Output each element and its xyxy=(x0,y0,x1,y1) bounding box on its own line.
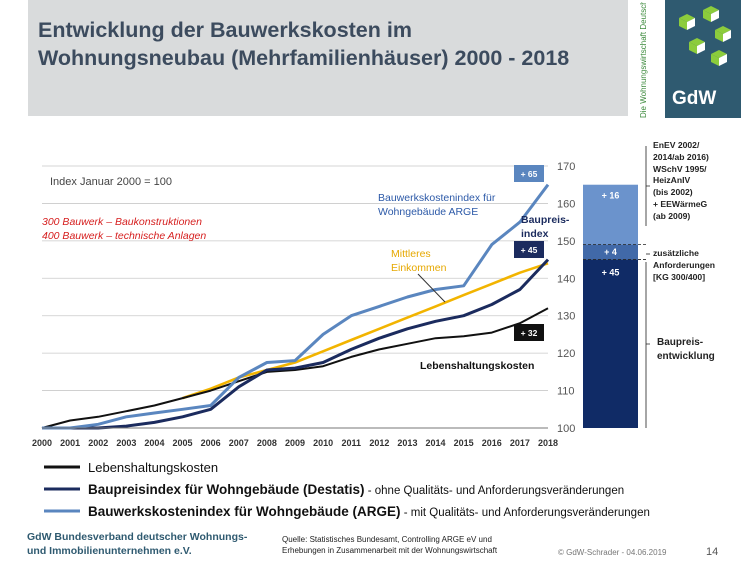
y-tick-label: 140 xyxy=(557,273,575,285)
x-tick-label: 2010 xyxy=(313,438,333,448)
y-tick-label: 100 xyxy=(557,423,575,435)
legend-label: Baupreisindex für Wohngebäude (Destatis)… xyxy=(88,482,624,497)
kg-300-note: 300 Bauwerk – Baukonstruktionen xyxy=(42,216,202,228)
baupreis-bar: + 45 + 4 + 16 xyxy=(583,146,650,428)
y-tick-label: 160 xyxy=(557,198,575,210)
annotation-pointer xyxy=(417,273,446,303)
end-badge-label: + 32 xyxy=(521,328,538,338)
x-tick-label: 2007 xyxy=(229,438,249,448)
x-tick-label: 2012 xyxy=(369,438,389,448)
logo-tagline-text: Die Wohnungswirtschaft Deutschland xyxy=(639,2,648,118)
bar-brace xyxy=(645,262,650,428)
arge-label-1: Bauwerkskostenindex für xyxy=(378,192,496,204)
bar-segment xyxy=(583,184,638,245)
kg-400-note: 400 Bauwerk – technische Anlagen xyxy=(42,230,207,242)
series-line xyxy=(42,258,550,430)
title-band xyxy=(28,0,628,116)
chart-legend: Lebenshaltungskosten Baupreisindex für Wo… xyxy=(44,460,650,519)
baupreisindex-label-2: index xyxy=(521,228,549,240)
x-tick-label: 2001 xyxy=(60,438,80,448)
x-tick-label: 2004 xyxy=(144,438,164,448)
y-tick-label: 110 xyxy=(557,386,575,398)
x-tick-label: 2011 xyxy=(341,438,361,448)
source-2: Erhebungen in Zusammenarbeit mit der Woh… xyxy=(282,546,498,555)
end-badge xyxy=(514,324,544,341)
x-tick-label: 2008 xyxy=(257,438,277,448)
x-tick-label: 2018 xyxy=(538,438,558,448)
bar-segment-label: + 4 xyxy=(604,247,617,257)
baupreisentwicklung-note: Baupreis- entwicklung xyxy=(657,337,715,362)
enev-note: EnEV 2002/ 2014/ab 2016) WSchV 1995/ Hei… xyxy=(653,140,709,221)
x-tick-label: 2003 xyxy=(116,438,136,448)
x-tick-label: 2006 xyxy=(201,438,221,448)
einkommen-label-2: Einkommen xyxy=(391,262,447,274)
end-badges: + 65 + 45 + 32 xyxy=(514,165,544,341)
x-tick-label: 2016 xyxy=(482,438,502,448)
end-badge xyxy=(514,241,544,258)
bar-brace xyxy=(645,146,650,226)
org-name-1: GdW Bundesverband deutscher Wohnungs- xyxy=(27,531,248,543)
x-tick-label: 2009 xyxy=(285,438,305,448)
x-tick-label: 2013 xyxy=(397,438,417,448)
end-badge-label: + 65 xyxy=(521,169,538,179)
bar-segment-label: + 45 xyxy=(602,268,620,278)
logo-cubes-icon xyxy=(679,6,731,66)
logo-tagline: Die Wohnungswirtschaft Deutschland xyxy=(639,2,648,118)
y-tick-label: 120 xyxy=(557,348,575,360)
x-tick-label: 2002 xyxy=(88,438,108,448)
org-name-2: und Immobilienunternehmen e.V. xyxy=(27,545,192,557)
y-tick-label: 170 xyxy=(557,161,575,173)
series-line xyxy=(42,183,550,430)
legend-label: Lebenshaltungskosten xyxy=(88,460,218,475)
series-line xyxy=(41,307,549,429)
x-tick-label: 2000 xyxy=(32,438,52,448)
chart-axes: 100 110 120 130 140 150 160 170 2000 2001 2002 2003… xyxy=(32,161,575,448)
y-tick-label: 150 xyxy=(557,236,575,248)
x-tick-label: 2015 xyxy=(454,438,474,448)
arge-label-2: Wohngebäude ARGE xyxy=(378,206,479,218)
logo-text: GdW xyxy=(672,88,717,109)
legend-label: Bauwerkskostenindex für Wohngebäude (ARG… xyxy=(88,504,650,519)
anforderungen-note: zusätzliche Anforderungen [KG 300/400] xyxy=(653,248,716,282)
index-note: Index Januar 2000 = 100 xyxy=(50,176,173,188)
legend-suffix: - mit Qualitäts- und Anforderungsverände… xyxy=(401,507,650,519)
einkommen-label-1: Mittleres xyxy=(391,248,431,260)
source-1: Quelle: Statistisches Bundesamt, Control… xyxy=(282,535,492,544)
end-badge xyxy=(514,165,544,182)
x-tick-label: 2005 xyxy=(173,438,193,448)
bar-segment-label: + 16 xyxy=(602,191,620,201)
gdw-logo xyxy=(665,0,741,118)
copyright: © GdW-Schrader - 04.06.2019 xyxy=(558,548,667,557)
end-badge-label: + 45 xyxy=(521,245,538,255)
y-tick-label: 130 xyxy=(557,311,575,323)
chart-lines xyxy=(41,183,550,430)
bar-segment xyxy=(583,244,638,260)
baupreisindex-label-1: Baupreis- xyxy=(521,214,570,226)
legend-suffix: - ohne Qualitäts- und Anforderungsveränd… xyxy=(365,485,625,497)
bar-segment xyxy=(583,259,638,428)
x-tick-label: 2014 xyxy=(426,438,446,448)
page-title: Entwicklung der Bauwerkskosten im Wohnun… xyxy=(38,18,570,70)
lebenshaltung-label: Lebenshaltungskosten xyxy=(420,360,535,372)
page-number: 14 xyxy=(706,546,719,558)
x-tick-label: 2017 xyxy=(510,438,530,448)
